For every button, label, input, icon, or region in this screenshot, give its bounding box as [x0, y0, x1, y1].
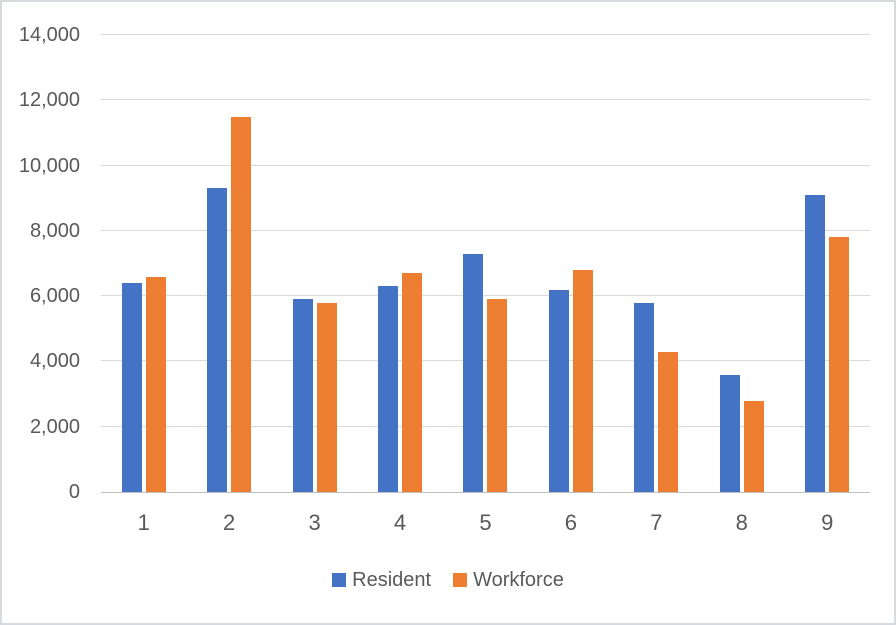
- x-axis-label-9: 9: [821, 510, 834, 535]
- x-axis-label-2: 2: [223, 510, 236, 535]
- x-axis-label-8: 8: [735, 510, 748, 535]
- y-axis-tick-label-8000: 8,000: [29, 219, 80, 242]
- y-axis-tick-label-6000: 6,000: [29, 285, 80, 308]
- x-axis-label-7: 7: [650, 510, 663, 535]
- bar-group-9: [785, 35, 870, 492]
- y-axis: 0 2,000 4,000 6,000 8,000 10,000 12,000 14,000: [2, 25, 80, 502]
- bar-resident-2: [207, 188, 228, 492]
- y-axis-tick-label-14000: 14,000: [18, 24, 80, 46]
- x-axis-label-6: 6: [564, 510, 578, 535]
- bar-workforce-9: [829, 237, 850, 492]
- bar-resident-5: [463, 253, 484, 492]
- bar-group-1: [101, 35, 186, 492]
- bar-resident-4: [378, 286, 399, 492]
- legend-label-workforce: Workforce: [473, 569, 564, 591]
- bar-workforce-5: [487, 299, 508, 492]
- workforce-swatch-icon: [453, 573, 468, 587]
- y-axis-tick-label-10000: 10,000: [18, 154, 80, 177]
- gridline-2000: [101, 425, 870, 427]
- bar-workforce-7: [658, 351, 679, 492]
- bar-workforce-3: [316, 302, 337, 492]
- bar-workforce-8: [743, 400, 764, 492]
- resident-swatch-icon: [332, 573, 347, 587]
- bar-group-4: [357, 35, 442, 492]
- legend-item-resident: Resident: [332, 568, 431, 592]
- bar-group-6: [528, 35, 613, 492]
- x-axis: 1 2 3 4 5 6 7 8 9: [101, 511, 870, 535]
- bar-resident-8: [719, 374, 740, 492]
- bar-group-2: [186, 35, 271, 492]
- x-axis-label-5: 5: [479, 510, 492, 535]
- legend-label-resident: Resident: [352, 569, 432, 591]
- bar-resident-7: [634, 302, 655, 492]
- bar-workforce-1: [145, 276, 166, 492]
- bar-workforce-4: [402, 273, 423, 492]
- bar-group-3: [272, 35, 357, 492]
- legend: Resident Workforce: [2, 568, 894, 592]
- legend-item-workforce: Workforce: [453, 568, 564, 592]
- x-axis-label-1: 1: [137, 510, 150, 535]
- bar-group-7: [614, 35, 699, 492]
- y-axis-tick-label-4000: 4,000: [29, 350, 80, 373]
- gridline-8000: [101, 229, 870, 231]
- gridline-10000: [101, 164, 870, 166]
- bar-resident-9: [805, 194, 826, 492]
- y-axis-tick-label-2000: 2,000: [29, 415, 80, 438]
- x-axis-label-4: 4: [393, 510, 407, 535]
- bar-group-8: [699, 35, 784, 492]
- bar-resident-3: [292, 299, 313, 492]
- bar-group-5: [443, 35, 528, 492]
- gridline-6000: [101, 295, 870, 297]
- bar-resident-1: [121, 283, 142, 492]
- gridline-4000: [101, 360, 870, 362]
- gridline-14000: [101, 34, 870, 35]
- bar-workforce-6: [572, 270, 593, 492]
- plot-area: [101, 34, 870, 493]
- y-axis-tick-label-0: 0: [68, 481, 80, 503]
- x-axis-label-3: 3: [308, 510, 321, 535]
- y-axis-tick-label-12000: 12,000: [18, 89, 80, 112]
- bar-resident-6: [548, 289, 569, 492]
- gridline-12000: [101, 99, 870, 101]
- bar-workforce-2: [231, 116, 252, 492]
